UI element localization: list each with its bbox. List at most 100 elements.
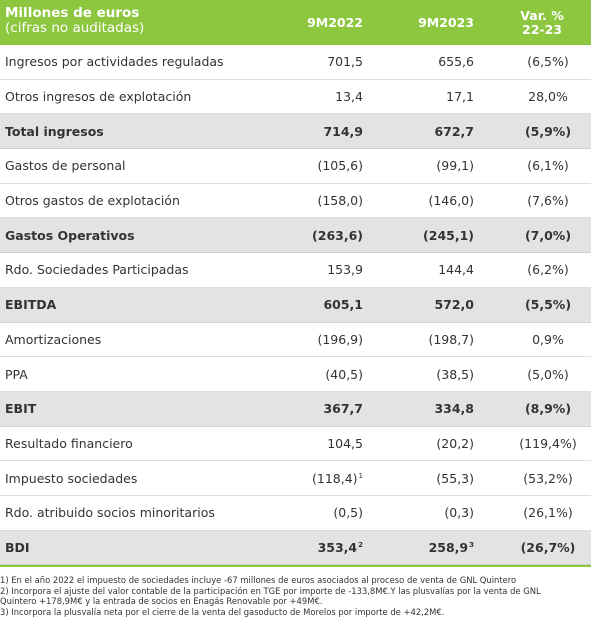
value-variation-text: (53,2%) [523, 470, 573, 486]
table-header: Millones de euros (cifras no auditadas) … [0, 0, 591, 45]
value-variation: (5,9%) [493, 124, 591, 139]
row-label-text: Resultado financiero [5, 435, 133, 451]
row-label-text: Total ingresos [5, 123, 104, 139]
row-label-text: EBIT [5, 401, 37, 417]
value-9m2022: 701,5 [285, 54, 380, 69]
row-label: Ingresos por actividades reguladas [0, 54, 285, 69]
value-9m2022-text: 367,7 [323, 401, 363, 417]
table-row: Ingresos por actividades reguladas 701,5 6… [0, 45, 591, 80]
row-label: PPA [0, 367, 285, 382]
value-variation-text: (5,0%) [527, 366, 569, 382]
table-row: PPA (40,5) (38,5) (5,0%) [0, 357, 591, 392]
value-9m2023: (55,3) [380, 471, 493, 486]
value-variation: (6,1%) [493, 158, 591, 173]
value-9m2022: (158,0) [285, 193, 380, 208]
value-variation-text: (5,9%) [524, 123, 572, 139]
footnotes: 1) En el año 2022 el impuesto de socieda… [0, 575, 591, 617]
value-9m2022: (263,6) [285, 228, 380, 243]
row-label-text: Gastos Operativos [5, 227, 135, 243]
value-9m2022-text: 153,9 [327, 262, 363, 278]
value-9m2023: 655,6 [380, 54, 493, 69]
value-9m2022: 367,7 [285, 401, 380, 416]
value-variation-text: (6,1%) [527, 158, 569, 174]
row-label: BDI [0, 540, 285, 555]
value-9m2023: 17,1 [380, 89, 493, 104]
value-variation-text: (8,9%) [524, 401, 572, 417]
value-9m2022: (0,5) [285, 505, 380, 520]
value-variation-text: (5,5%) [524, 297, 572, 313]
value-9m2023: (245,1) [380, 228, 493, 243]
value-9m2022-text: (40,5) [325, 366, 363, 382]
row-label: Resultado financiero [0, 436, 285, 451]
value-9m2022: 153,9 [285, 262, 380, 277]
value-9m2023: (146,0) [380, 193, 493, 208]
value-9m2022-text: 104,5 [327, 435, 363, 451]
value-9m2022-text: 701,5 [327, 54, 363, 70]
value-variation: 0,9% [493, 332, 591, 347]
footnote-2-continued: Quintero +178,9M€ y la entrada de socios… [0, 596, 323, 606]
value-variation: 28,0% [493, 89, 591, 104]
value-variation: (53,2%) [493, 471, 591, 486]
table-row: EBITDA 605,1 572,0 (5,5%) [0, 287, 591, 323]
value-variation-text: (6,2%) [527, 262, 569, 278]
footnote-1: 1) En el año 2022 el impuesto de socieda… [0, 575, 517, 585]
value-variation-text: 28,0% [528, 89, 568, 105]
row-label: Gastos de personal [0, 158, 285, 173]
row-label-text: BDI [5, 539, 30, 555]
value-9m2022: (196,9) [285, 332, 380, 347]
value-9m2023: 334,8 [380, 401, 493, 416]
value-variation: (119,4%) [493, 436, 591, 451]
table-row: Impuesto sociedades (118,4)1 (55,3) (53,2%) [0, 461, 591, 496]
value-9m2022-text: (263,6) [312, 227, 363, 243]
footnote-separator [0, 565, 591, 567]
value-variation: (26,1%) [493, 505, 591, 520]
value-9m2022: (118,4)1 [285, 471, 380, 486]
footnote-3: 3) Incorpora la plusvalía neta por el ci… [0, 606, 445, 617]
row-label-text: Impuesto sociedades [5, 470, 138, 486]
table-row: Amortizaciones (196,9) (198,7) 0,9% [0, 323, 591, 358]
value-variation-text: (6,5%) [527, 54, 569, 70]
value-9m2023-text: 572,0 [434, 297, 474, 313]
row-label: Rdo. atribuido socios minoritarios [0, 505, 285, 520]
row-label-text: Rdo. Sociedades Participadas [5, 262, 189, 278]
footnote-marker: 2 [358, 540, 363, 549]
row-label: Otros gastos de explotación [0, 193, 285, 208]
row-label-text: Ingresos por actividades reguladas [5, 54, 224, 70]
row-label: Total ingresos [0, 124, 285, 139]
row-label-text: EBITDA [5, 297, 57, 313]
value-variation-text: (119,4%) [519, 435, 577, 451]
value-9m2023-text: (0,3) [444, 505, 474, 521]
header-title: Millones de euros [5, 5, 140, 21]
footnote-marker: 1 [358, 471, 363, 480]
table-body: Ingresos por actividades reguladas 701,5 6… [0, 45, 591, 566]
table-row: Otros ingresos de explotación 13,4 17,1 28,… [0, 80, 591, 115]
value-9m2022-text: 605,1 [323, 297, 363, 313]
header-subtitle: (cifras no auditadas) [5, 20, 145, 36]
value-9m2022-text: (0,5) [333, 505, 363, 521]
table-row: Rdo. Sociedades Participadas 153,9 144,4 (6… [0, 253, 591, 288]
row-label: EBIT [0, 401, 285, 416]
value-variation-text: (7,0%) [524, 227, 572, 243]
value-9m2022-text: (118,4) [311, 470, 358, 486]
value-variation: (26,7%) [493, 540, 591, 555]
value-9m2022: 714,9 [285, 124, 380, 139]
value-9m2023-text: (198,7) [428, 331, 474, 347]
header-col-variation: Var. % 22-23 [493, 0, 591, 45]
row-label: EBITDA [0, 297, 285, 312]
value-9m2023-text: (55,3) [436, 470, 474, 486]
value-variation-text: (7,6%) [527, 193, 569, 209]
table-row: Gastos Operativos (263,6) (245,1) (7,0%) [0, 218, 591, 254]
value-9m2023: (38,5) [380, 367, 493, 382]
table-row: Rdo. atribuido socios minoritarios (0,5) (… [0, 496, 591, 531]
row-label-text: Otros gastos de explotación [5, 193, 180, 209]
value-9m2023: (20,2) [380, 436, 493, 451]
row-label: Otros ingresos de explotación [0, 89, 285, 104]
value-9m2022-text: 13,4 [335, 89, 363, 105]
row-label-text: Rdo. atribuido socios minoritarios [5, 505, 215, 521]
table-row: Resultado financiero 104,5 (20,2) (119,4%) [0, 427, 591, 462]
value-9m2023: 144,4 [380, 262, 493, 277]
header-var-line1: Var. % [520, 7, 564, 23]
row-label: Gastos Operativos [0, 228, 285, 243]
value-variation-text: (26,1%) [523, 505, 573, 521]
value-9m2022: 13,4 [285, 89, 380, 104]
